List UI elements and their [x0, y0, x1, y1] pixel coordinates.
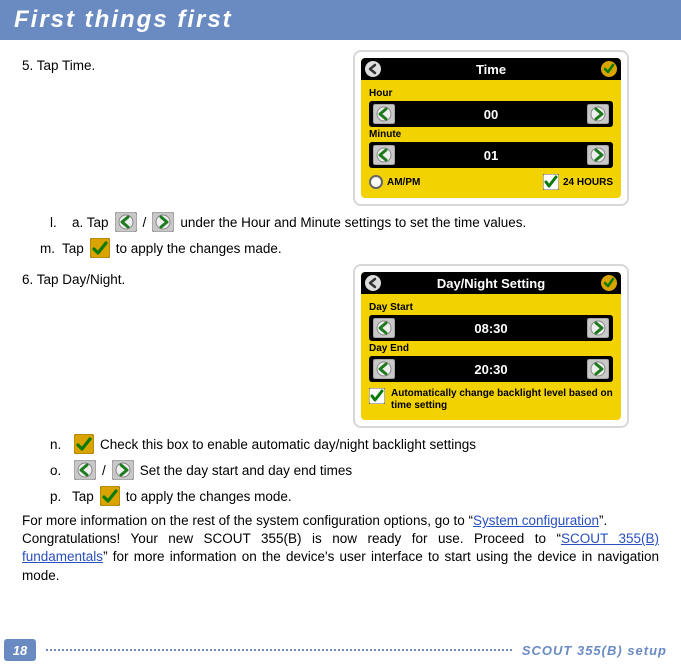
- auto-text: Automatically change backlight level bas…: [391, 388, 613, 412]
- dayend-label: Day End: [369, 343, 613, 354]
- page-footer: 18 SCOUT 355(B) setup: [0, 639, 681, 661]
- dayend-increase-button[interactable]: [587, 359, 609, 379]
- n-bullet: n.: [50, 437, 68, 452]
- n-text: Check this box to enable automatic day/n…: [100, 437, 476, 452]
- daynight-titlebar: Day/Night Setting: [361, 272, 621, 294]
- l-slash: /: [143, 215, 147, 230]
- l-bullet: l.: [50, 215, 68, 230]
- m-text2: to apply the changes made.: [116, 241, 282, 256]
- h24-label: 24 HOURS: [563, 177, 613, 188]
- p-text2: to apply the changes mode.: [126, 489, 292, 504]
- step6-text: 6. Tap Day/Night.: [22, 270, 125, 287]
- time-titlebar: Time: [361, 58, 621, 80]
- arrow-right-icon: [152, 212, 174, 232]
- hour-value: 00: [484, 107, 498, 122]
- h24-option[interactable]: 24 HOURS: [543, 174, 613, 190]
- o-slash: /: [102, 463, 106, 478]
- sub-l: l. a. Tap / under the Hour and Minute se…: [50, 212, 659, 232]
- sub-o: o. / Set the day start and day end times: [50, 460, 659, 480]
- hour-label: Hour: [369, 88, 613, 99]
- dayend-decrease-button[interactable]: [373, 359, 395, 379]
- time-device-frame: Time Hour 00 Minute 01: [353, 50, 629, 206]
- daynight-device: Day/Night Setting Day Start 08:30 Day En…: [361, 272, 621, 420]
- o-bullet: o.: [50, 463, 68, 478]
- arrow-left-icon: [115, 212, 137, 232]
- auto-row[interactable]: Automatically change backlight level bas…: [369, 388, 613, 412]
- back-icon[interactable]: [364, 60, 382, 78]
- arrow-left-icon: [74, 460, 96, 480]
- footer-label: SCOUT 355(B) setup: [522, 643, 667, 658]
- auto-check-icon: [369, 388, 385, 404]
- confirm-icon[interactable]: [600, 274, 618, 292]
- time-title: Time: [476, 62, 506, 77]
- time-body: Hour 00 Minute 01: [361, 80, 621, 198]
- para-line2b: ” for more information on the device's u…: [22, 549, 659, 582]
- daynight-body: Day Start 08:30 Day End 20:30 Auto: [361, 294, 621, 420]
- time-device: Time Hour 00 Minute 01: [361, 58, 621, 198]
- dayend-value: 20:30: [474, 362, 507, 377]
- p-text1: Tap: [72, 489, 94, 504]
- minute-increase-button[interactable]: [587, 145, 609, 165]
- minute-value: 01: [484, 148, 498, 163]
- para-post1: ”.: [599, 513, 607, 528]
- daystart-row: 08:30: [369, 315, 613, 341]
- step5-text: 5. Tap Time.: [22, 56, 95, 73]
- hour-decrease-button[interactable]: [373, 104, 395, 124]
- daynight-title: Day/Night Setting: [437, 276, 545, 291]
- m-text1: Tap: [62, 241, 84, 256]
- page-header: First things first: [0, 0, 681, 40]
- dayend-row: 20:30: [369, 356, 613, 382]
- footer-dots: [46, 649, 512, 651]
- daystart-increase-button[interactable]: [587, 318, 609, 338]
- p-bullet: p.: [50, 489, 68, 504]
- para-pre1: For more information on the rest of the …: [22, 513, 473, 528]
- apply-check-icon: [100, 486, 120, 506]
- page-content: 5. Tap Time. Time Hour 00 Minute: [0, 40, 681, 585]
- confirm-icon[interactable]: [600, 60, 618, 78]
- daystart-decrease-button[interactable]: [373, 318, 395, 338]
- ampm-option[interactable]: AM/PM: [369, 175, 420, 189]
- time-format-row: AM/PM 24 HOURS: [369, 174, 613, 190]
- sub-n: n. Check this box to enable automatic da…: [50, 434, 659, 454]
- minute-label: Minute: [369, 129, 613, 140]
- l-text1: a. Tap: [72, 215, 109, 230]
- daystart-label: Day Start: [369, 302, 613, 313]
- sub-p: p. Tap to apply the changes mode.: [50, 486, 659, 506]
- ampm-radio-icon: [369, 175, 383, 189]
- hour-row: 00: [369, 101, 613, 127]
- header-title: First things first: [14, 6, 233, 33]
- m-bullet: m.: [40, 241, 58, 256]
- minute-decrease-button[interactable]: [373, 145, 395, 165]
- hour-increase-button[interactable]: [587, 104, 609, 124]
- step6-row: 6. Tap Day/Night. Day/Night Setting Day …: [22, 264, 659, 428]
- apply-check-icon: [90, 238, 110, 258]
- page-number: 18: [4, 639, 36, 661]
- minute-row: 01: [369, 142, 613, 168]
- ampm-label: AM/PM: [387, 177, 420, 188]
- para-line2a: Congratulations! Your new SCOUT 355(B) i…: [22, 531, 561, 546]
- daystart-value: 08:30: [474, 321, 507, 336]
- arrow-right-icon: [112, 460, 134, 480]
- daynight-device-frame: Day/Night Setting Day Start 08:30 Day En…: [353, 264, 629, 428]
- l-text2: under the Hour and Minute settings to se…: [180, 215, 526, 230]
- closing-paragraph: For more information on the rest of the …: [22, 512, 659, 585]
- checkbox-icon: [74, 434, 94, 454]
- link-system-config[interactable]: System configuration: [473, 513, 599, 528]
- o-text: Set the day start and day end times: [140, 463, 352, 478]
- back-icon[interactable]: [364, 274, 382, 292]
- sub-m: m. Tap to apply the changes made.: [40, 238, 659, 258]
- h24-check-icon: [543, 174, 559, 190]
- step5-row: 5. Tap Time. Time Hour 00 Minute: [22, 50, 659, 206]
